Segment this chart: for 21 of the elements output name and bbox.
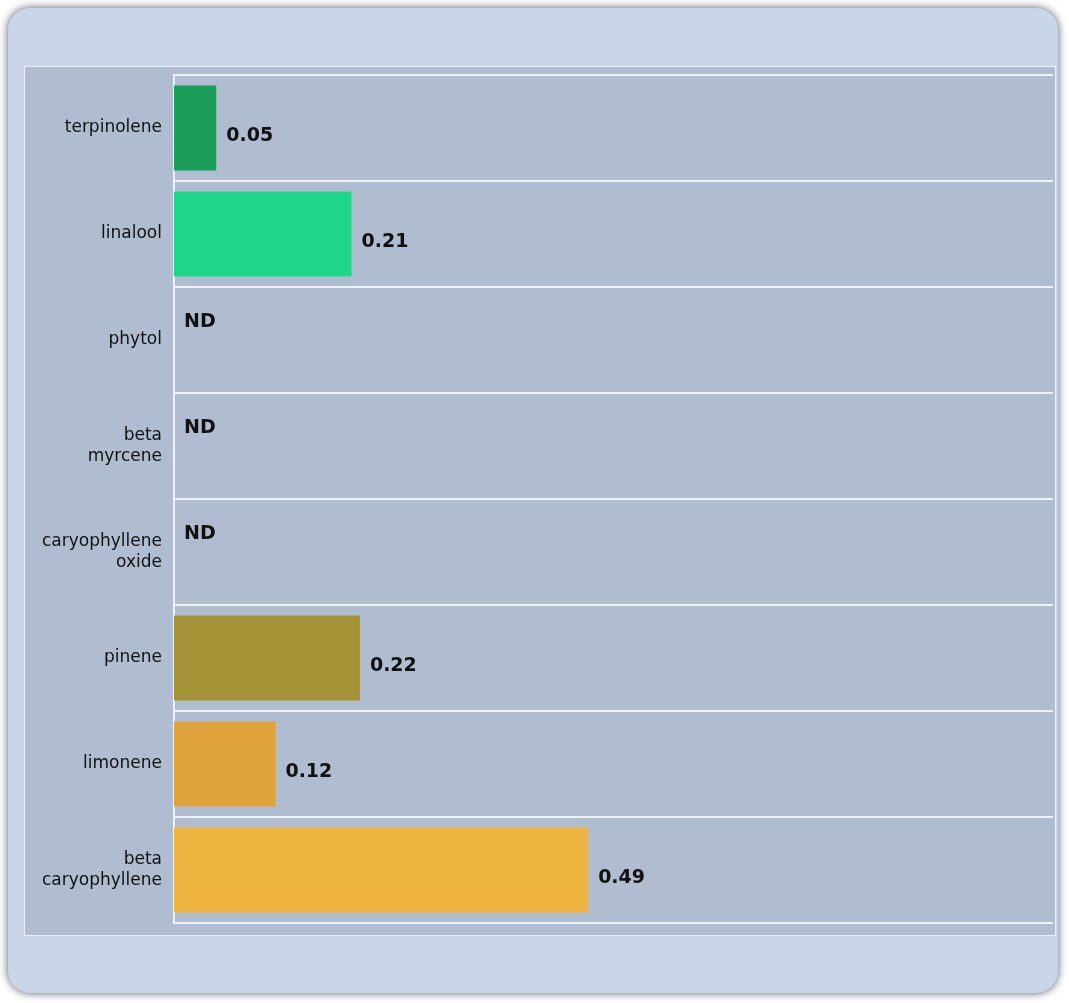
bar bbox=[173, 191, 352, 277]
data-label: 0.22 bbox=[369, 652, 417, 675]
bar bbox=[173, 721, 276, 807]
y-tick-label: caryophyllene oxide bbox=[42, 530, 162, 571]
data-label: 0.12 bbox=[285, 758, 333, 781]
y-tick-label: limonene bbox=[83, 752, 162, 773]
data-label: 0.21 bbox=[361, 228, 409, 251]
bar bbox=[173, 615, 360, 701]
bar bbox=[173, 827, 589, 913]
bar bbox=[173, 85, 217, 171]
y-tick-label: linalool bbox=[101, 222, 162, 243]
y-tick-label: pinene bbox=[104, 646, 162, 667]
text: ND bbox=[183, 308, 216, 331]
y-tick-label: beta myrcene bbox=[87, 424, 162, 465]
text: ND bbox=[183, 520, 216, 543]
y-tick-label: terpinolene bbox=[64, 116, 162, 137]
y-tick-label: phytol bbox=[108, 328, 162, 349]
text: ND bbox=[183, 414, 216, 437]
data-label: 0.05 bbox=[226, 122, 274, 145]
data-label: 0.49 bbox=[598, 864, 646, 887]
y-tick-label: beta caryophyllene bbox=[42, 848, 162, 889]
